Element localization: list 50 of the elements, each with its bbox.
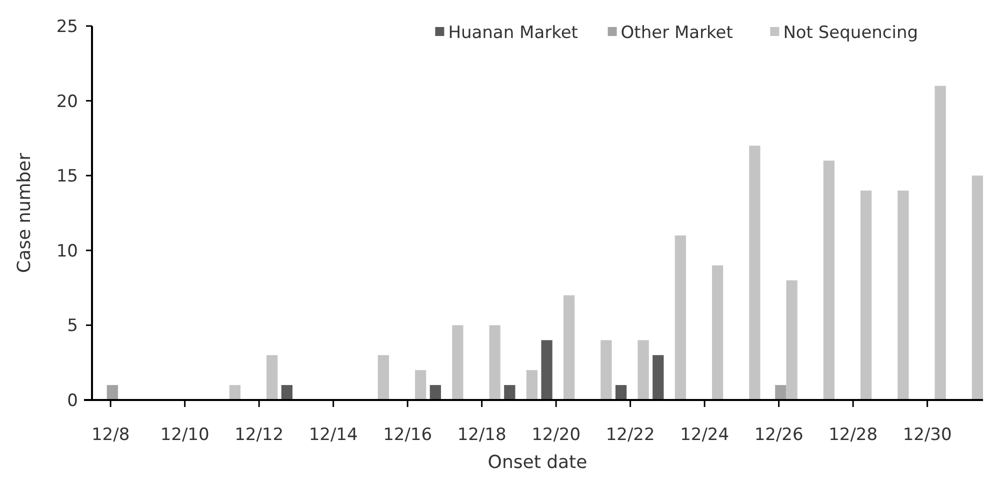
bar xyxy=(563,295,575,400)
bar xyxy=(430,385,441,400)
y-tick-label: 0 xyxy=(67,390,78,411)
x-tick-label: 12/22 xyxy=(606,425,655,445)
bar xyxy=(600,340,612,400)
y-tick-label: 5 xyxy=(67,316,78,336)
x-axis-title: Onset date xyxy=(488,452,588,473)
y-tick-label: 15 xyxy=(56,166,78,187)
x-tick-label: 12/28 xyxy=(828,425,878,445)
x-tick-label: 12/14 xyxy=(308,425,358,445)
bar xyxy=(860,190,872,400)
bar xyxy=(266,355,278,400)
bar xyxy=(898,190,909,400)
bar xyxy=(638,340,649,400)
bar xyxy=(615,385,627,400)
x-tick-label: 12/16 xyxy=(383,425,432,445)
legend-label: Huanan Market xyxy=(448,22,578,43)
bar xyxy=(823,160,834,400)
bar xyxy=(526,370,538,400)
bar xyxy=(652,355,664,400)
bar xyxy=(775,385,786,400)
x-tick-label: 12/26 xyxy=(754,425,804,445)
bar xyxy=(674,235,686,400)
x-tick-label: 12/18 xyxy=(457,425,506,445)
y-tick-label: 10 xyxy=(56,241,78,262)
x-tick-label: 12/20 xyxy=(532,425,581,445)
bar xyxy=(281,385,292,400)
bar xyxy=(786,280,798,400)
y-tick-label: 25 xyxy=(56,16,78,37)
x-tick-label: 12/24 xyxy=(680,425,730,445)
bar xyxy=(934,86,946,400)
bar xyxy=(489,325,500,400)
bar xyxy=(229,385,240,400)
y-tick-label: 20 xyxy=(56,92,78,112)
bar xyxy=(972,176,983,400)
bar xyxy=(106,385,118,400)
y-axis-title: Case number xyxy=(14,152,35,274)
bar xyxy=(712,265,724,400)
legend-label: Other Market xyxy=(620,22,734,43)
x-tick-label: 12/8 xyxy=(91,425,130,445)
bar xyxy=(749,146,760,400)
bar xyxy=(378,355,389,400)
x-tick-label: 12/10 xyxy=(160,425,210,445)
bar xyxy=(541,340,552,400)
bar xyxy=(414,370,426,400)
bar xyxy=(452,325,464,400)
bar xyxy=(504,385,516,400)
x-tick-label: 12/30 xyxy=(902,425,952,445)
x-tick-label: 12/12 xyxy=(234,425,284,445)
legend-label: Not Sequencing xyxy=(783,22,918,43)
